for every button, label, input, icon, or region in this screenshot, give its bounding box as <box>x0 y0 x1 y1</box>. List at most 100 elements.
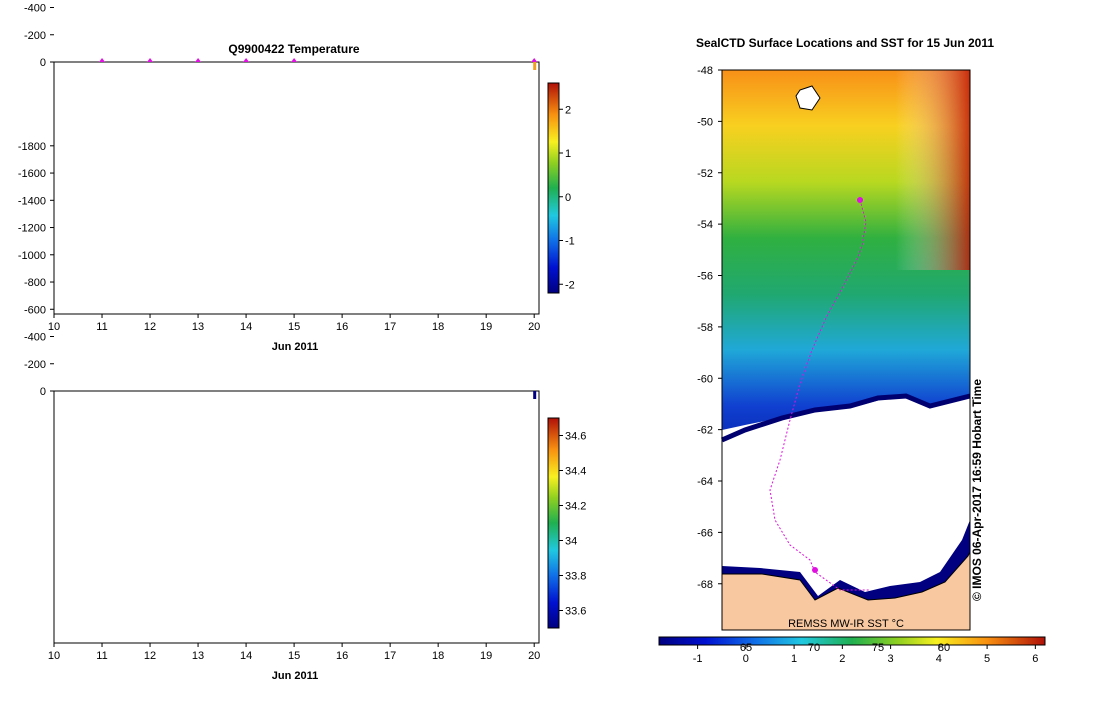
sst-map: -48 -50 -52 -54 -56 -58 -60 -62 -64 -66 -68 REMSS … <box>697 65 984 631</box>
temperature-colorbar: -2 -1 0 1 2 <box>547 82 575 294</box>
temperature-depth-axis: 0-200-400-600-800-1000-1200-1400-1600-18… <box>24 3 54 69</box>
x-tick-label: 10 <box>48 321 60 333</box>
x-tick-label: 17 <box>384 650 396 662</box>
temperature-surface-markers <box>99 58 538 62</box>
x-tick-label: 16 <box>336 650 348 662</box>
sst-colorbar-tick-label: 3 <box>888 653 894 665</box>
salinity-section-plot: 0 -200 -400 -600 -800 -1000 -1200 -1400 -1600 -18… <box>18 62 540 682</box>
longitude-label: 70 <box>808 642 820 654</box>
longitude-label: 80 <box>938 642 950 654</box>
surface-marker <box>99 58 106 62</box>
x-tick-label: 10 <box>48 650 60 662</box>
surface-marker <box>195 58 202 62</box>
temperature-time-axis: 10 11 12 13 14 15 16 17 18 19 20 <box>48 314 540 333</box>
surface-marker <box>147 58 154 62</box>
salinity-colorbar-bar <box>547 417 560 629</box>
temperature-colorbar-bar <box>547 82 560 294</box>
sst-warm-eddy <box>722 70 970 270</box>
y-tick-label: -1200 <box>18 223 46 235</box>
surface-marker <box>533 391 537 399</box>
surface-marker <box>291 58 298 62</box>
x-tick-label: 20 <box>528 321 540 333</box>
y-tick-label: -600 <box>24 304 46 316</box>
x-tick-label: 16 <box>336 321 348 333</box>
latitude-tick-label: -54 <box>697 219 713 231</box>
salinity-colorbar-ticks: 33.6 33.8 34 34.2 34.4 34.6 <box>559 431 586 618</box>
sst-colorbar-tick-label: 0 <box>743 653 749 665</box>
salinity-surface-markers <box>533 62 537 399</box>
x-tick-label: 12 <box>144 321 156 333</box>
colorbar-tick-label: 34 <box>565 536 577 548</box>
sst-colorbar-tick-label: -1 <box>693 653 703 665</box>
x-tick-label: 20 <box>528 650 540 662</box>
x-tick-label: 19 <box>480 321 492 333</box>
colorbar-tick-label: 34.4 <box>565 466 586 478</box>
latitude-tick-label: -48 <box>697 65 713 77</box>
latitude-tick-label: -68 <box>697 579 713 591</box>
sst-colorbar-tick-label: 4 <box>936 653 942 665</box>
colorbar-tick-label: 33.6 <box>565 606 586 618</box>
imos-credit: © IMOS 06-Apr-2017 16:59 Hobart Time <box>970 379 984 601</box>
x-tick-label: 14 <box>240 321 252 333</box>
longitude-label: 75 <box>872 642 884 654</box>
colorbar-tick-label: 2 <box>565 104 571 116</box>
temperature-colorbar-ticks: -2 -1 0 1 2 <box>559 104 575 291</box>
sst-colorbar-bar <box>658 636 1046 646</box>
temperature-plot-frame <box>53 61 540 315</box>
sst-map-title: SealCTD Surface Locations and SST for 15… <box>696 36 994 50</box>
colorbar-tick-label: 1 <box>565 148 571 160</box>
sst-longitude-labels: 65 70 75 80 <box>740 642 950 654</box>
x-tick-label: 19 <box>480 650 492 662</box>
y-tick-label: 0 <box>40 386 46 398</box>
longitude-label: 65 <box>740 642 752 654</box>
x-tick-label: 14 <box>240 650 252 662</box>
latitude-tick-label: -60 <box>697 373 713 385</box>
seal-track <box>769 199 870 591</box>
colorbar-tick-label: -2 <box>565 279 575 291</box>
y-tick-label: 0 <box>40 57 46 69</box>
y-tick-label: -400 <box>24 332 46 344</box>
x-tick-label: 18 <box>432 650 444 662</box>
sst-colorbar-ticks: -1 0 1 2 3 4 5 6 <box>693 645 1038 665</box>
salinity-x-axis-label: Jun 2011 <box>272 670 318 682</box>
x-tick-label: 11 <box>96 650 107 662</box>
y-tick-label: -200 <box>24 359 46 371</box>
salinity-colorbar: 33.6 33.8 34 34.2 34.4 34.6 <box>547 417 586 629</box>
y-tick-label: -1000 <box>18 250 46 262</box>
salinity-plot-frame <box>53 390 540 644</box>
x-tick-label: 17 <box>384 321 396 333</box>
latitude-tick-label: -52 <box>697 168 713 180</box>
sst-colorbar-tick-label: 1 <box>791 653 797 665</box>
colorbar-tick-label: 34.6 <box>565 431 586 443</box>
latitude-tick-label: -66 <box>697 527 713 539</box>
y-tick-label: -1400 <box>18 195 46 207</box>
sst-colorbar-tick-label: 2 <box>839 653 845 665</box>
x-tick-label: 15 <box>288 650 300 662</box>
sst-colorbar-tick-label: 5 <box>984 653 990 665</box>
sst-colorbar-tick-label: 6 <box>1032 653 1038 665</box>
colorbar-tick-label: 0 <box>565 192 571 204</box>
ice-edge-band <box>721 393 971 443</box>
latitude-tick-label: -50 <box>697 116 713 128</box>
y-tick-label: -400 <box>24 3 46 15</box>
kerguelen-island <box>795 85 821 111</box>
seal-start-marker <box>812 567 818 573</box>
y-tick-label: -1800 <box>18 141 46 153</box>
colorbar-tick-label: -1 <box>565 236 575 248</box>
y-tick-label: -200 <box>24 30 46 42</box>
colorbar-tick-label: 34.2 <box>565 501 586 513</box>
surface-marker <box>243 58 250 62</box>
latitude-tick-label: -58 <box>697 322 713 334</box>
latitude-tick-label: -56 <box>697 271 713 283</box>
temperature-chart-title: Q9900422 Temperature <box>228 42 360 56</box>
sst-map-frame <box>721 69 971 631</box>
salinity-time-axis: 10 11 12 13 14 15 16 17 18 19 20 <box>48 643 540 662</box>
sst-colorbar: -1 0 1 2 3 4 5 6 65 70 75 80 <box>658 636 1046 665</box>
x-tick-label: 15 <box>288 321 300 333</box>
colorbar-tick-label: 33.8 <box>565 571 586 583</box>
seal-position-marker <box>857 197 863 203</box>
x-tick-label: 18 <box>432 321 444 333</box>
x-tick-label: 13 <box>192 321 204 333</box>
temperature-section-plot: 0-200-400-600-800-1000-1200-1400-1600-18… <box>24 3 540 353</box>
